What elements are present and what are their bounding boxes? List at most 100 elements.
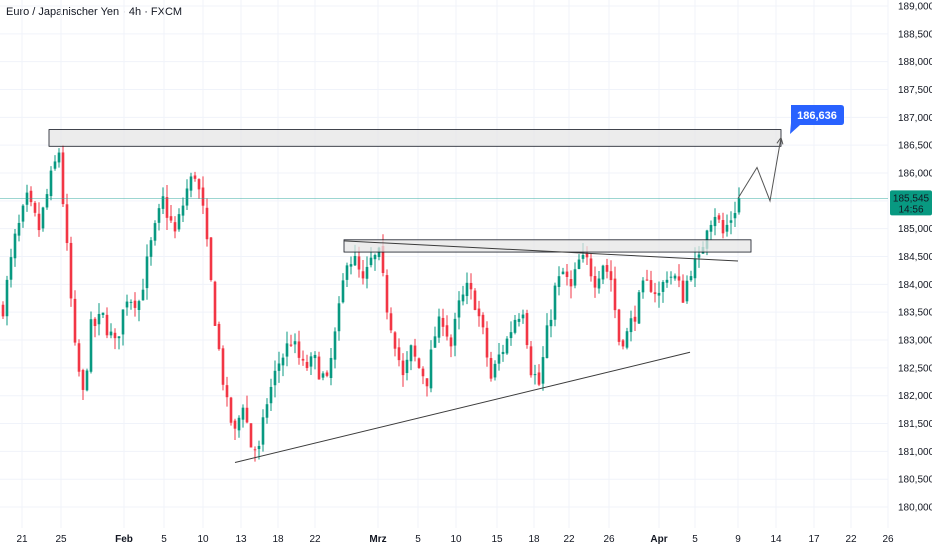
- candle: [445, 315, 449, 341]
- y-tick-label: 180,500: [898, 475, 932, 486]
- candle: [249, 423, 253, 448]
- current-price-tag-bg: [890, 190, 932, 216]
- candle: [469, 273, 473, 300]
- candle: [245, 395, 249, 424]
- candle-body: [645, 279, 649, 281]
- candle: [325, 370, 329, 378]
- candle-body: [565, 271, 569, 277]
- candle: [565, 264, 569, 286]
- candle: [65, 193, 69, 251]
- candle-body: [245, 407, 249, 423]
- candle: [733, 201, 737, 227]
- y-tick-label: 184,000: [898, 280, 932, 291]
- candle-body: [181, 205, 185, 216]
- candle: [173, 216, 177, 239]
- y-tick-label: 181,000: [898, 447, 932, 458]
- candle: [157, 203, 161, 231]
- candle-body: [537, 372, 541, 385]
- candle-body: [497, 354, 501, 364]
- candle-body: [641, 280, 645, 293]
- candle: [229, 396, 233, 426]
- candle-body: [173, 222, 177, 232]
- candle: [413, 338, 417, 362]
- candle: [81, 368, 85, 400]
- candle-body: [365, 266, 369, 279]
- candle: [405, 351, 409, 381]
- candle-body: [429, 349, 433, 389]
- x-tick-label: 13: [235, 534, 247, 545]
- candle: [549, 309, 553, 338]
- candle: [425, 378, 429, 397]
- candle: [597, 270, 601, 294]
- candle: [609, 260, 613, 292]
- candle-body: [97, 313, 101, 325]
- candle: [101, 312, 105, 319]
- candle-body: [545, 325, 549, 359]
- candle-body: [101, 312, 105, 315]
- candle: [125, 294, 129, 316]
- candle-body: [61, 152, 65, 205]
- candle: [289, 334, 293, 348]
- candle-body: [633, 316, 637, 322]
- candle-body: [577, 259, 581, 269]
- candle: [109, 323, 113, 339]
- candle-body: [289, 344, 293, 346]
- candle: [665, 271, 669, 288]
- candle-body: [317, 356, 321, 380]
- candle-body: [329, 357, 333, 378]
- candle-body: [285, 343, 289, 357]
- candle-body: [233, 420, 237, 429]
- candle-body: [529, 346, 533, 376]
- candle-body: [309, 356, 313, 367]
- candle: [637, 289, 641, 325]
- candle-body: [601, 265, 605, 280]
- candle: [457, 291, 461, 330]
- target-tag-bubble: [790, 105, 844, 134]
- candle: [493, 360, 497, 381]
- candle-body: [113, 332, 117, 339]
- candle: [725, 214, 729, 237]
- candle: [629, 310, 633, 342]
- candle-body: [261, 417, 265, 445]
- candle-body: [361, 271, 365, 279]
- candle-body: [413, 345, 417, 357]
- candle-body: [621, 340, 625, 347]
- candle-body: [725, 224, 729, 232]
- candle-body: [509, 332, 513, 339]
- candle: [573, 262, 577, 289]
- candle-body: [665, 279, 669, 283]
- candle-body: [713, 216, 717, 227]
- candle-body: [297, 341, 301, 358]
- candle: [29, 186, 33, 207]
- candle: [345, 262, 349, 288]
- ascending-support-line: [234, 351, 691, 463]
- candle: [237, 415, 241, 438]
- candle-body: [605, 265, 609, 272]
- candle-body: [393, 332, 397, 349]
- y-tick-label: 187,000: [898, 113, 932, 124]
- candle: [149, 237, 153, 266]
- candle-body: [409, 345, 413, 362]
- candle: [489, 351, 493, 382]
- candle: [1, 301, 5, 319]
- candle: [437, 308, 441, 343]
- candle-body: [541, 357, 545, 384]
- candle: [617, 308, 621, 346]
- candle-body: [281, 357, 285, 366]
- candle-body: [441, 317, 445, 327]
- candle: [333, 327, 337, 369]
- y-tick-label: 187,500: [898, 85, 932, 96]
- candle: [141, 278, 145, 301]
- candle-body: [517, 318, 521, 322]
- candle-body: [125, 301, 129, 308]
- candle: [313, 351, 317, 370]
- candle-body: [265, 404, 269, 418]
- countdown-label: 14:56: [898, 204, 923, 215]
- candle: [521, 309, 525, 324]
- candle-body: [149, 240, 153, 257]
- candle-body: [85, 370, 89, 391]
- candle: [449, 334, 453, 358]
- candle-body: [573, 269, 577, 286]
- candle: [241, 404, 245, 428]
